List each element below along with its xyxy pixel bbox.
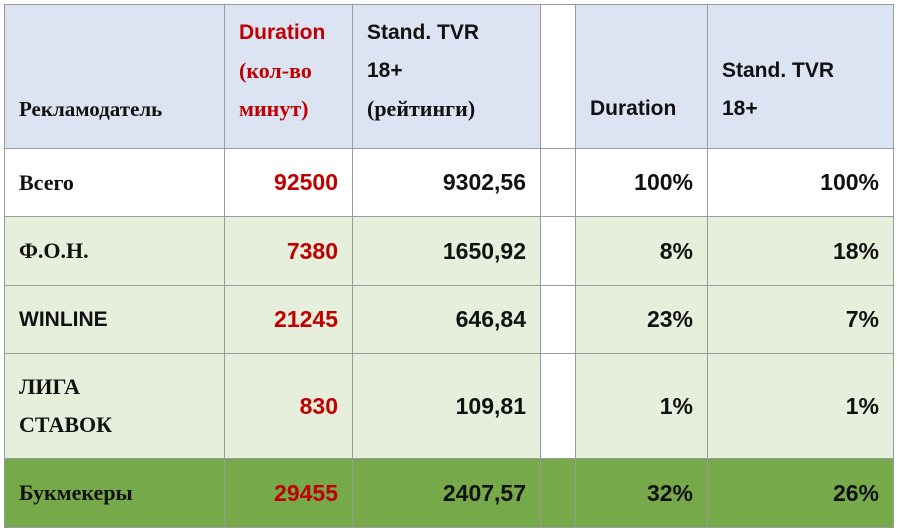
value-cell: 7380 xyxy=(224,216,353,286)
cell-value: 8% xyxy=(659,237,693,264)
cell-value: 21245 xyxy=(274,306,338,332)
header-text: Stand. TVR 18+ xyxy=(367,21,480,82)
header-text: Stand. TVR 18+ xyxy=(722,59,835,120)
value-cell: 29455 xyxy=(224,458,353,528)
value-cell: 1650,92 xyxy=(352,216,541,286)
row-label: Букмекеры xyxy=(19,480,133,505)
value-cell: 21245 xyxy=(224,285,353,354)
value-cell: 100% xyxy=(575,148,708,217)
cell-value: 1% xyxy=(659,392,693,419)
cell-value: 100% xyxy=(820,169,879,195)
row-label: Всего xyxy=(19,169,74,195)
cell-value: 18% xyxy=(832,237,879,264)
spacer-cell xyxy=(540,4,576,149)
cell-value: 9302,56 xyxy=(442,169,526,195)
row-label-cell: ЛИГА СТАВОК xyxy=(4,353,225,459)
cell-value: 1650,92 xyxy=(442,237,526,264)
spacer-cell xyxy=(540,216,576,286)
row-label: ЛИГА СТАВОК xyxy=(19,374,113,437)
value-cell: 18% xyxy=(707,216,894,286)
spacer-cell xyxy=(540,458,576,528)
value-cell: 109,81 xyxy=(352,353,541,459)
cell-value: 7380 xyxy=(286,237,338,264)
value-cell: 1% xyxy=(575,353,708,459)
header-cell: Stand. TVR 18+ (рейтинги) xyxy=(352,4,541,149)
header-text: Duration xyxy=(239,21,326,44)
value-cell: 32% xyxy=(575,458,708,528)
header-text: Duration xyxy=(590,97,677,120)
value-cell: 26% xyxy=(707,458,894,528)
spacer-cell xyxy=(540,148,576,217)
value-cell: 100% xyxy=(707,148,894,217)
value-cell: 830 xyxy=(224,353,353,459)
value-cell: 8% xyxy=(575,216,708,286)
cell-value: 646,84 xyxy=(455,306,526,332)
cell-value: 92500 xyxy=(274,169,338,195)
value-cell: 646,84 xyxy=(352,285,541,354)
spacer-cell xyxy=(540,353,576,459)
header-text: (кол-во минут) xyxy=(239,58,312,121)
cell-value: 29455 xyxy=(274,479,338,506)
value-cell: 92500 xyxy=(224,148,353,217)
value-cell: 2407,57 xyxy=(352,458,541,528)
row-label: WINLINE xyxy=(19,307,108,331)
cell-value: 23% xyxy=(646,306,693,332)
cell-value: 100% xyxy=(634,169,693,195)
cell-value: 32% xyxy=(646,479,693,506)
header-cell: Рекламодатель xyxy=(4,4,225,149)
cell-value: 109,81 xyxy=(455,392,526,419)
value-cell: 7% xyxy=(707,285,894,354)
header-text: Рекламодатель xyxy=(19,97,163,121)
value-cell: 23% xyxy=(575,285,708,354)
row-label-cell: Букмекеры xyxy=(4,458,225,528)
row-label-cell: WINLINE xyxy=(4,285,225,354)
cell-value: 830 xyxy=(299,392,338,419)
cell-value: 2407,57 xyxy=(442,479,526,506)
cell-value: 1% xyxy=(845,392,879,419)
row-label-cell: Всего xyxy=(4,148,225,217)
header-cell: Duration (кол-во минут) xyxy=(224,4,353,149)
value-cell: 9302,56 xyxy=(352,148,541,217)
row-label-cell: Ф.О.Н. xyxy=(4,216,225,286)
value-cell: 1% xyxy=(707,353,894,459)
header-cell: Duration xyxy=(575,4,708,149)
cell-value: 26% xyxy=(832,479,879,506)
header-cell: Stand. TVR 18+ xyxy=(707,4,894,149)
row-label: Ф.О.Н. xyxy=(19,238,89,263)
cell-value: 7% xyxy=(845,306,879,332)
spacer-cell xyxy=(540,285,576,354)
header-text: (рейтинги) xyxy=(367,96,476,121)
